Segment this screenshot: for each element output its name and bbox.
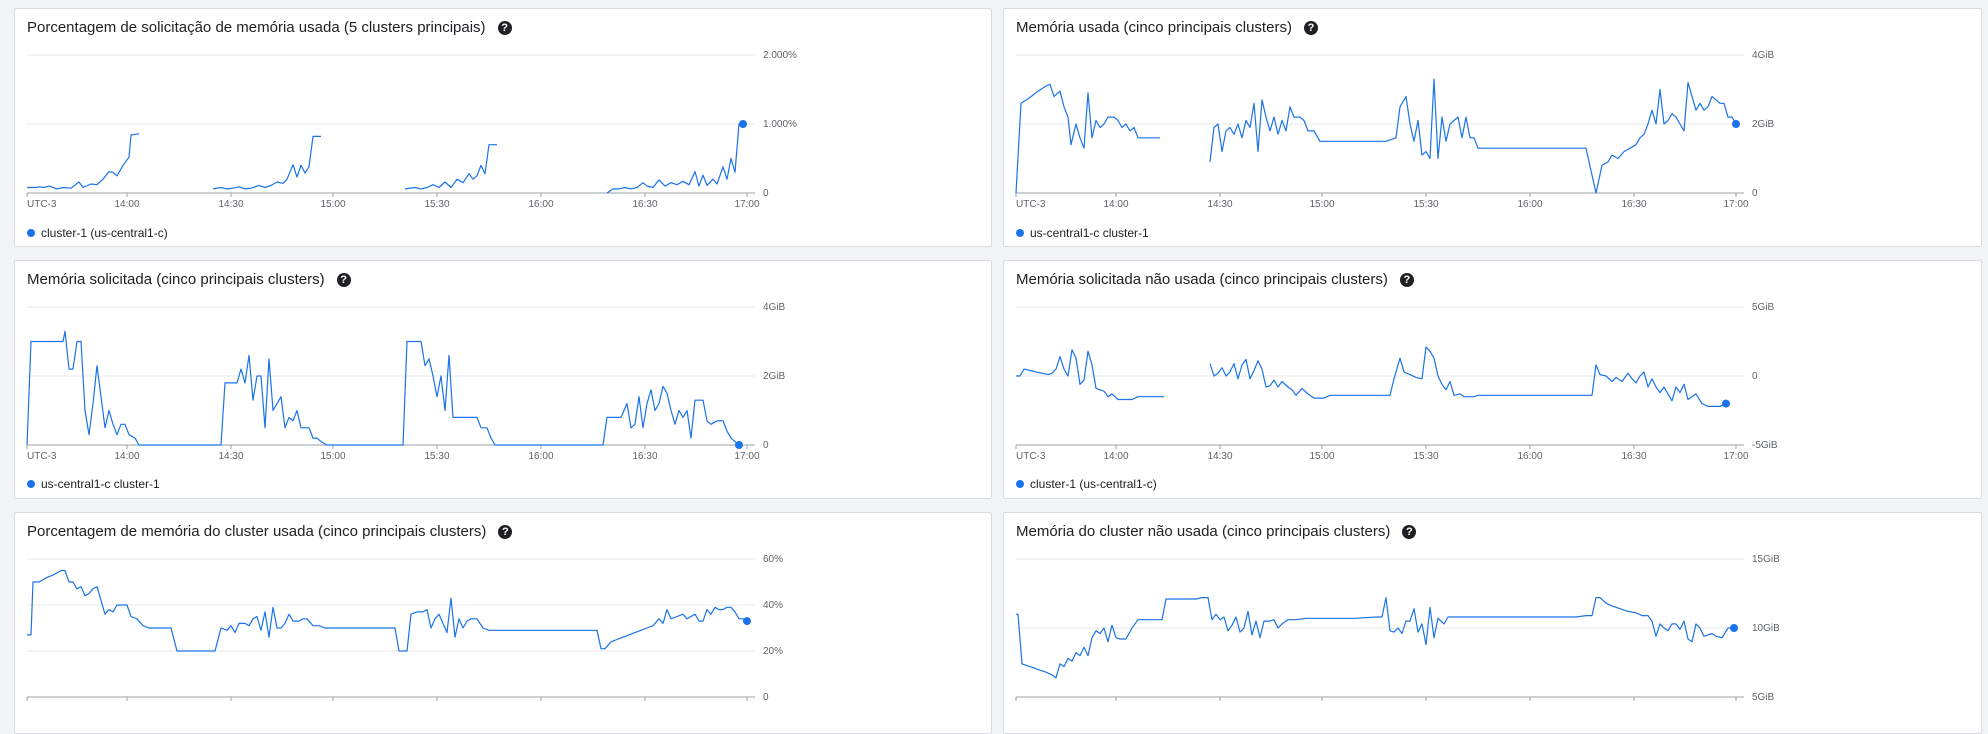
help-icon[interactable]: ? — [1399, 272, 1414, 287]
y-tick-label: 60% — [763, 554, 783, 565]
x-tick-label: 15:00 — [320, 451, 345, 462]
y-tick-label: 40% — [763, 600, 783, 611]
x-tick-label: 15:00 — [1309, 451, 1334, 462]
y-tick-label: 5GiB — [1752, 692, 1775, 703]
legend-dot — [1016, 229, 1024, 237]
x-tick-label: 14:30 — [1207, 451, 1232, 462]
x-tick-label: 15:30 — [1413, 451, 1438, 462]
legend-item[interactable]: us-central1-c cluster-1 — [27, 477, 160, 491]
latest-value-marker — [743, 617, 751, 626]
x-tick-label: 14:00 — [114, 199, 139, 210]
y-tick-label: 1.000% — [763, 119, 797, 130]
x-tick-label: 15:00 — [320, 199, 345, 210]
latest-value-marker — [1730, 624, 1738, 632]
x-tick-label: 14:30 — [1207, 199, 1232, 210]
legend-item[interactable]: us-central1-c cluster-1 — [1016, 226, 1149, 240]
x-tick-label: 16:30 — [632, 199, 657, 210]
line-chart: 5GiB 0 -5GiB UTC-3 14:00 14:30 15:00 15:30 16:00… — [1015, 302, 1778, 462]
x-tick-label: UTC-3 — [1016, 199, 1046, 210]
chart-title: Memória solicitada não usada (cinco prin… — [1016, 271, 1414, 288]
help-icon[interactable]: ? — [336, 272, 351, 287]
x-tick-label: 14:30 — [218, 199, 243, 210]
x-tick-label: 14:00 — [114, 451, 139, 462]
chart-card-cluster-memory-unused: Memória do cluster não usada (cinco prin… — [1003, 512, 1982, 734]
help-icon[interactable]: ? — [1402, 524, 1417, 539]
legend-dot — [27, 480, 35, 488]
x-tick-label: 15:30 — [424, 451, 449, 462]
y-tick-label: 0 — [763, 692, 769, 703]
y-tick-label: 0 — [763, 188, 769, 199]
y-tick-label: -5GiB — [1752, 440, 1778, 451]
latest-value-marker — [1732, 120, 1740, 128]
series-line — [1015, 78, 1737, 194]
y-tick-label: 0 — [1752, 188, 1758, 199]
y-tick-label: 2GiB — [1752, 119, 1775, 130]
series-line — [27, 123, 743, 194]
x-tick-label: 16:30 — [1621, 451, 1646, 462]
line-chart: 4GiB 2GiB 0 UTC-3 14:00 14:30 15:00 15:30 16:00 1… — [26, 302, 786, 462]
y-tick-label: 10GiB — [1752, 623, 1780, 634]
line-chart: 15GiB 10GiB 5GiB — [1015, 554, 1780, 703]
legend-dot — [27, 229, 35, 237]
chart-card-memory-used: Memória usada (cinco principais clusters… — [1003, 8, 1982, 247]
chart-card-memory-requested-unused: Memória solicitada não usada (cinco prin… — [1003, 260, 1982, 499]
y-tick-label: 5GiB — [1752, 302, 1775, 313]
legend-item[interactable]: cluster-1 (us-central1-c) — [1016, 477, 1157, 491]
x-tick-label: 17:00 — [734, 451, 759, 462]
series-line — [26, 330, 740, 446]
x-tick-label: 15:30 — [1413, 199, 1438, 210]
y-tick-label: 4GiB — [1752, 50, 1775, 61]
chart-card-memory-request-utilization: Porcentagem de solicitação de memória us… — [14, 8, 992, 247]
chart-card-cluster-memory-utilization: Porcentagem de memória do cluster usada … — [14, 512, 992, 734]
y-tick-label: 0 — [1752, 371, 1758, 382]
legend-dot — [1016, 480, 1024, 488]
x-tick-label: 15:30 — [424, 199, 449, 210]
y-tick-label: 15GiB — [1752, 554, 1780, 565]
x-tick-label: 15:00 — [1309, 199, 1334, 210]
y-tick-label: 0 — [763, 440, 769, 451]
x-tick-label: 14:00 — [1103, 199, 1128, 210]
x-tick-label: 16:00 — [528, 451, 553, 462]
x-tick-label: 16:00 — [1517, 451, 1542, 462]
series-line — [1016, 346, 1727, 407]
y-tick-label: 2GiB — [763, 371, 786, 382]
chart-title: Porcentagem de memória do cluster usada … — [27, 523, 513, 540]
help-icon[interactable]: ? — [1303, 20, 1318, 35]
help-icon[interactable]: ? — [498, 524, 513, 539]
help-icon[interactable]: ? — [497, 20, 512, 35]
x-tick-label: 16:00 — [528, 199, 553, 210]
latest-value-marker — [1722, 399, 1730, 408]
x-tick-label: 14:30 — [218, 451, 243, 462]
latest-value-marker — [735, 441, 743, 449]
line-chart: 2.000% 1.000% 0 UTC-3 14:00 14:30 15:00 15:30 16… — [26, 50, 797, 210]
x-tick-label: UTC-3 — [27, 451, 57, 462]
x-tick-label: 16:30 — [632, 451, 657, 462]
series-line — [27, 569, 748, 652]
x-tick-label: 17:00 — [734, 199, 759, 210]
x-tick-label: 16:30 — [1621, 199, 1646, 210]
x-tick-label: 16:00 — [1517, 199, 1542, 210]
line-chart: 60% 40% 20% 0 — [26, 554, 783, 703]
x-tick-label: UTC-3 — [27, 199, 57, 210]
y-tick-label: 20% — [763, 646, 783, 657]
chart-title: Memória solicitada (cinco principais clu… — [27, 271, 351, 288]
chart-title: Porcentagem de solicitação de memória us… — [27, 19, 512, 36]
series-line — [1016, 597, 1734, 679]
chart-card-memory-requested: Memória solicitada (cinco principais clu… — [14, 260, 992, 499]
latest-value-marker — [739, 120, 747, 128]
y-tick-label: 4GiB — [763, 302, 786, 313]
x-tick-label: 17:00 — [1723, 199, 1748, 210]
line-chart: 4GiB 2GiB 0 UTC-3 14:00 14:30 15:00 15:30 16:00 1… — [1015, 50, 1775, 210]
chart-title: Memória do cluster não usada (cinco prin… — [1016, 523, 1417, 540]
legend-item[interactable]: cluster-1 (us-central1-c) — [27, 226, 168, 240]
x-tick-label: UTC-3 — [1016, 451, 1046, 462]
y-tick-label: 2.000% — [763, 50, 797, 61]
x-tick-label: 14:00 — [1103, 451, 1128, 462]
chart-title: Memória usada (cinco principais clusters… — [1016, 19, 1318, 36]
x-tick-label: 17:00 — [1723, 451, 1748, 462]
